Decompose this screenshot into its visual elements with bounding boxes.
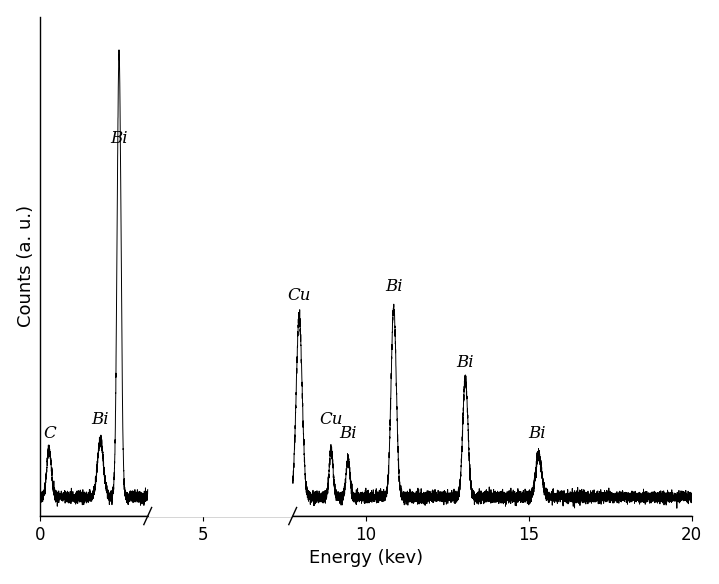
Text: Cu: Cu	[288, 287, 311, 304]
Bar	[150, 510, 291, 516]
Text: Bi: Bi	[385, 278, 403, 295]
Text: Bi: Bi	[528, 425, 546, 442]
Text: Bi: Bi	[92, 411, 109, 428]
X-axis label: Energy (kev): Energy (kev)	[309, 550, 423, 567]
Text: Bi: Bi	[110, 130, 128, 147]
Y-axis label: Counts (a. u.): Counts (a. u.)	[17, 206, 35, 328]
Text: C: C	[43, 425, 55, 442]
Text: Cu: Cu	[319, 411, 343, 428]
Text: Bi: Bi	[457, 354, 474, 371]
Text: Bi: Bi	[339, 425, 357, 442]
